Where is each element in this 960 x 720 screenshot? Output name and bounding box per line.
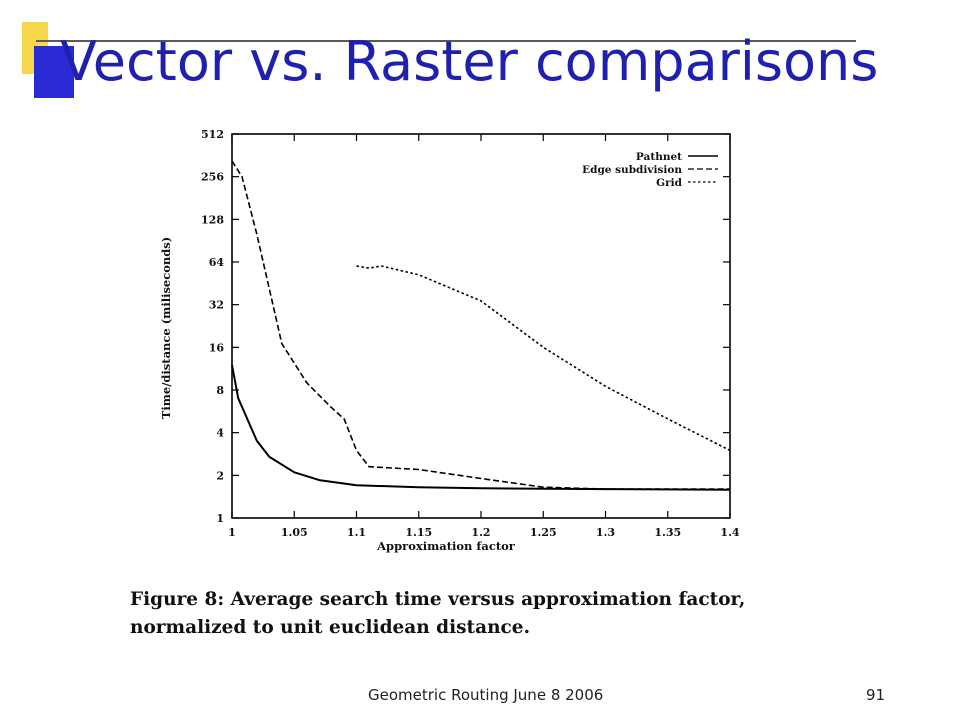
plot-frame [231,133,731,519]
x-tick-label: 1.25 [530,526,557,539]
title-rule [36,40,856,42]
y-tick-label: 16 [209,341,225,354]
x-axis-label: Approximation factor [376,539,516,553]
series-line-edge-subdivision [231,160,730,490]
caption-line-2: normalized to unit euclidean distance. [130,617,531,638]
x-tick-label: 1.4 [720,526,739,539]
y-tick-label: 512 [201,128,224,141]
footer-text: Geometric Routing June 8 2006 [368,686,604,704]
y-tick-label: 128 [201,213,224,226]
y-tick-label: 256 [201,171,224,184]
y-tick-label: 1 [216,512,224,525]
y-tick-label: 64 [209,256,225,269]
y-tick-label: 2 [216,469,224,482]
x-tick-label: 1.05 [281,526,308,539]
x-tick-label: 1.15 [405,526,432,539]
legend-label: Edge subdivision [582,164,682,176]
legend-label: Pathnet [636,151,682,163]
x-tick-label: 1.3 [596,526,615,539]
y-tick-label: 8 [216,384,224,397]
title-accent-blue [34,46,74,98]
y-tick-label: 32 [209,299,224,312]
y-axis-label: Time/distance (miliseconds) [159,237,173,419]
caption-line-1: Figure 8: Average search time versus app… [130,589,746,610]
x-tick-label: 1 [228,526,236,539]
chart: 1 1.05 1.1 1.15 1.2 1.25 1.3 1.35 1.4 1 2 4 8 16 32 64 1… [159,128,740,553]
x-tick-label: 1.2 [471,526,490,539]
x-tick-label: 1.35 [654,526,681,539]
x-tick-label: 1.1 [347,526,366,539]
series-line-grid [356,265,731,452]
legend-label: Grid [656,177,682,189]
figure-caption: Figure 8: Average search time versus app… [130,586,745,642]
y-tick-label: 4 [216,427,224,440]
slide-number: 91 [866,686,886,704]
series-line-pathnet [231,364,731,491]
slide-title: Vector vs. Raster comparisons [60,30,879,93]
